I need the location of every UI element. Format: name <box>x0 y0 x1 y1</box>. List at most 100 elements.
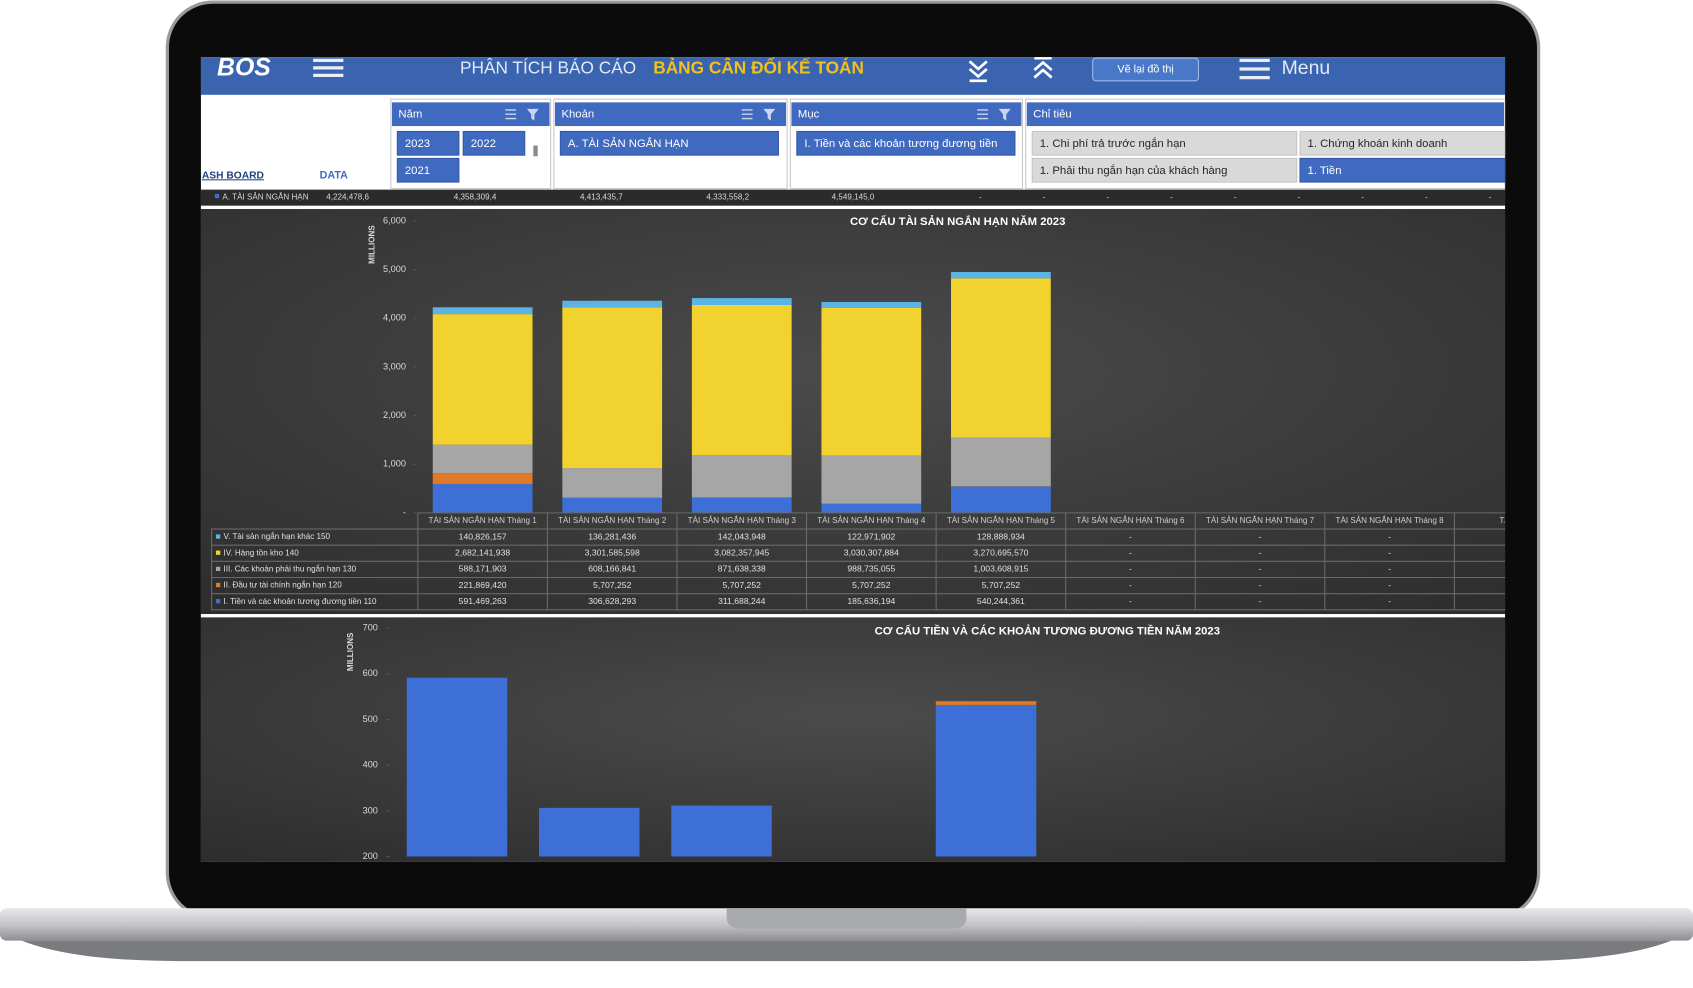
bar-segment <box>935 701 1037 705</box>
separator <box>200 614 1506 618</box>
slicer-item-label[interactable]: 1. Chi phí trả trước ngắn hạn <box>1040 137 1186 150</box>
table-cell: - <box>1388 531 1391 541</box>
summary-label: A. TÀI SẢN NGẮN HẠN <box>222 192 308 201</box>
table-cell: 588,171,903 <box>459 564 507 574</box>
slicer-header <box>791 102 1022 127</box>
clear-filter-icon[interactable] <box>763 108 776 121</box>
slicer-item[interactable] <box>462 130 526 156</box>
summary-cell: 4,358,309,4 <box>454 192 497 201</box>
menu-icon[interactable] <box>313 58 344 78</box>
bar-segment <box>951 437 1051 487</box>
laptop-base-shadow <box>21 940 1672 962</box>
summary-cell: - <box>1234 192 1237 201</box>
tab-dashboard[interactable]: ASH BOARD <box>202 170 264 181</box>
table-cell: - <box>1388 548 1391 558</box>
slicer-item-label[interactable]: 1. Tiền <box>1308 165 1342 177</box>
table-cell: - <box>1129 580 1132 590</box>
legend-label: IV. Hàng tồn kho 140 <box>224 548 300 557</box>
redraw-button[interactable] <box>1092 57 1200 82</box>
bar-segment <box>562 468 663 498</box>
table-cell: 871,638,338 <box>718 564 766 574</box>
chart-title: CƠ CẤU TÀI SẢN NGẮN HẠN NĂM 2023 <box>850 215 1065 228</box>
slicer-item[interactable] <box>1299 130 1506 156</box>
slicer-item[interactable] <box>396 157 460 183</box>
bar-segment <box>432 473 533 485</box>
menu-button-icon[interactable] <box>1239 58 1270 80</box>
bar-segment <box>562 300 663 308</box>
chart-area <box>200 617 1506 862</box>
summary-cell: 4,224,478,6 <box>326 192 369 201</box>
table-cell: 5,707,252 <box>852 580 891 590</box>
y-axis-label: MILLIONS <box>368 225 377 264</box>
legend-key <box>215 534 221 539</box>
table-cell: - <box>1129 548 1132 558</box>
collapse-icon[interactable] <box>968 60 988 83</box>
y-tick-label: 1,000 <box>383 459 406 469</box>
summary-cell: - <box>1170 192 1173 201</box>
y-tick-label: 400 <box>363 760 378 770</box>
table-cell: 3,082,357,945 <box>714 548 769 558</box>
summary-cell: - <box>1425 192 1428 201</box>
table-header: TÀI SẢN NGẮN HẠN Tháng 6 <box>1076 516 1185 525</box>
legend-label: I. Tiền và các khoản tương đương tiền 11… <box>224 597 378 606</box>
multi-select-icon[interactable] <box>741 109 753 120</box>
slicer-item-label[interactable]: 1. Phải thu ngắn hạn của khách hàng <box>1040 164 1228 177</box>
y-tick-label: 700 <box>363 623 378 633</box>
summary-cell: - <box>1489 192 1492 201</box>
slicer-item[interactable] <box>1299 157 1506 183</box>
tab-data[interactable]: DATA <box>320 169 349 181</box>
table-header: TÀI SẢN NGẮN HẠN Tháng 5 <box>947 516 1056 525</box>
clear-filter-icon[interactable] <box>526 108 539 121</box>
table-cell: - <box>1129 596 1132 606</box>
table-cell: 3,030,307,884 <box>844 548 899 558</box>
y-tick-label: 4,000 <box>383 313 406 323</box>
table-cell: 311,688,244 <box>718 596 765 606</box>
slicer-item[interactable] <box>1031 157 1298 183</box>
bar-segment <box>562 307 663 469</box>
table-cell: 140,826,157 <box>459 531 507 541</box>
laptop-notch <box>726 908 967 929</box>
redraw-button-label[interactable]: Vẽ lại đồ thị <box>1117 63 1173 75</box>
table-cell: - <box>1129 531 1132 541</box>
slicer-header <box>391 102 550 127</box>
slicer-item[interactable] <box>796 130 1016 156</box>
table-cell: - <box>1129 564 1132 574</box>
table-cell: - <box>1388 580 1391 590</box>
menu-label[interactable]: Menu <box>1282 57 1331 79</box>
table-cell: 540,244,361 <box>977 596 1025 606</box>
slicer-title: Chỉ tiêu <box>1033 109 1071 121</box>
legend-key <box>214 193 220 199</box>
slicer-item-label[interactable]: 1. Chứng khoán kinh doanh <box>1308 138 1448 150</box>
slicer-item-label[interactable]: 2022 <box>471 138 496 150</box>
slicer-item-label[interactable]: I. Tiền và các khoản tương đương tiền <box>804 138 997 150</box>
summary-cell: 4,413,435,7 <box>580 192 623 201</box>
bar-segment <box>406 677 508 857</box>
slicer-item[interactable] <box>1031 130 1298 156</box>
table-cell: 988,735,055 <box>847 564 895 574</box>
expand-icon[interactable] <box>1033 57 1053 79</box>
slicer-item-label[interactable]: 2023 <box>405 138 430 150</box>
multi-select-icon[interactable] <box>977 109 988 120</box>
y-tick-label: 3,000 <box>383 361 406 371</box>
slicer-header <box>1026 102 1505 127</box>
table-cell: 306,628,293 <box>588 596 636 606</box>
table-header: TÀI SẢN NGẮN HẠN Tháng 1 <box>429 516 538 525</box>
slicer-item-label[interactable]: 2021 <box>405 165 430 177</box>
table-cell: 221,869,420 <box>459 580 507 590</box>
y-tick-label: - <box>403 507 406 517</box>
table-header: TÀI SẢN NGẮN HẠN Tháng 4 <box>817 516 926 525</box>
clear-filter-icon[interactable] <box>998 108 1011 121</box>
multi-select-icon[interactable] <box>505 109 517 120</box>
scrollbar <box>533 145 538 157</box>
y-tick-label: 5,000 <box>383 264 406 274</box>
bar-segment <box>821 307 922 456</box>
summary-cell: - <box>979 192 982 201</box>
slicer-item[interactable] <box>559 130 780 156</box>
bar-segment <box>538 807 640 857</box>
y-tick-label: 2,000 <box>383 410 406 420</box>
slicer-item-label[interactable]: A. TÀI SẢN NGẮN HẠN <box>568 137 689 150</box>
table-header: TÀI SẢN NGẮN HẠN Tháng 2 <box>558 516 667 525</box>
slicer-item[interactable] <box>396 130 460 156</box>
summary-cell: - <box>1106 192 1109 201</box>
